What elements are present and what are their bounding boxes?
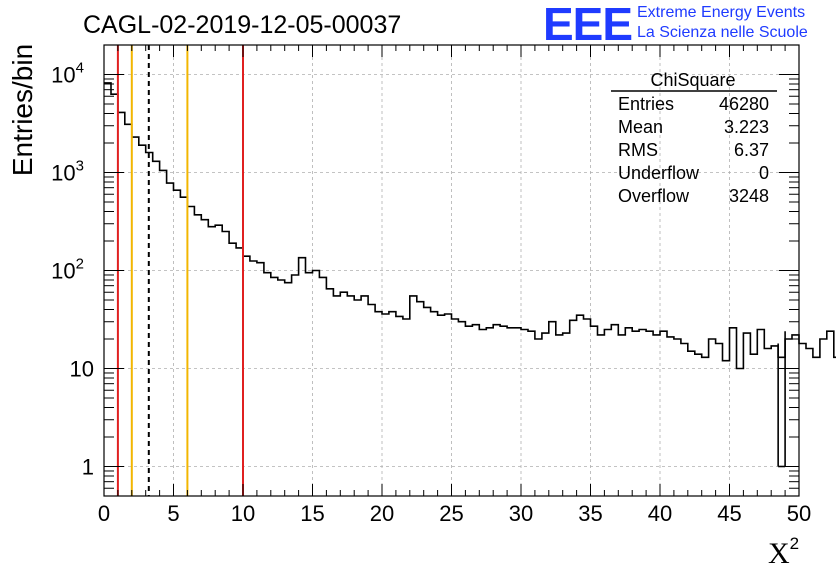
tagline-line-1: Extreme Energy Events bbox=[637, 4, 806, 21]
y-tick-exponent: 3 bbox=[76, 158, 84, 175]
stats-label: Underflow bbox=[618, 163, 700, 183]
y-axis-label: Entries/bin bbox=[7, 44, 38, 176]
y-tick-exponent: 4 bbox=[76, 60, 84, 77]
tagline-line-2: La Scienza nelle Scuole bbox=[637, 24, 808, 41]
histogram-series bbox=[104, 82, 836, 468]
x-axis-label: X2 bbox=[768, 534, 799, 570]
stats-value: 3.223 bbox=[724, 117, 769, 137]
eee-tagline: Extreme Energy Events La Scienza nelle S… bbox=[637, 3, 808, 43]
y-tick-label: 104 bbox=[51, 60, 84, 88]
stats-label: Overflow bbox=[618, 186, 690, 206]
x-tick-label: 30 bbox=[509, 501, 533, 526]
stats-value: 46280 bbox=[719, 94, 769, 114]
x-tick-label: 20 bbox=[370, 501, 394, 526]
stats-label: Mean bbox=[618, 117, 663, 137]
stats-label: RMS bbox=[618, 140, 658, 160]
x-tick-label: 5 bbox=[167, 501, 179, 526]
stats-label: Entries bbox=[618, 94, 674, 114]
grid bbox=[104, 45, 799, 496]
stats-rows: Entries 46280 Mean 3.223 RMS 6.37 Underflow 0 Ov… bbox=[618, 94, 769, 206]
y-tick-exponent: 2 bbox=[76, 256, 84, 273]
x-tick-label: 45 bbox=[717, 501, 741, 526]
stats-value: 0 bbox=[759, 163, 769, 183]
y-tick-label: 102 bbox=[51, 256, 84, 284]
x-tick-label: 25 bbox=[439, 501, 463, 526]
x-tick-label: 15 bbox=[300, 501, 324, 526]
plot-title: CAGL-02-2019-12-05-00037 bbox=[83, 11, 401, 39]
x-tick-label: 50 bbox=[787, 501, 811, 526]
x-tick-label: 0 bbox=[98, 501, 110, 526]
stats-value: 6.37 bbox=[734, 140, 769, 160]
y-tick-label: 103 bbox=[51, 158, 84, 186]
histogram-outline bbox=[104, 82, 836, 370]
y-tick-label: 1 bbox=[82, 454, 94, 479]
stats-box: ChiSquare Entries 46280 Mean 3.223 RMS 6.37 Un… bbox=[611, 70, 777, 206]
x-tick-label: 35 bbox=[578, 501, 602, 526]
eee-logo: EEE bbox=[543, 0, 633, 50]
stats-name: ChiSquare bbox=[650, 70, 735, 90]
y-tick-label: 10 bbox=[70, 356, 94, 381]
stats-value: 3248 bbox=[729, 186, 769, 206]
axis-ticks bbox=[103, 44, 800, 496]
x-tick-label: 10 bbox=[231, 501, 255, 526]
x-tick-label: 40 bbox=[648, 501, 672, 526]
